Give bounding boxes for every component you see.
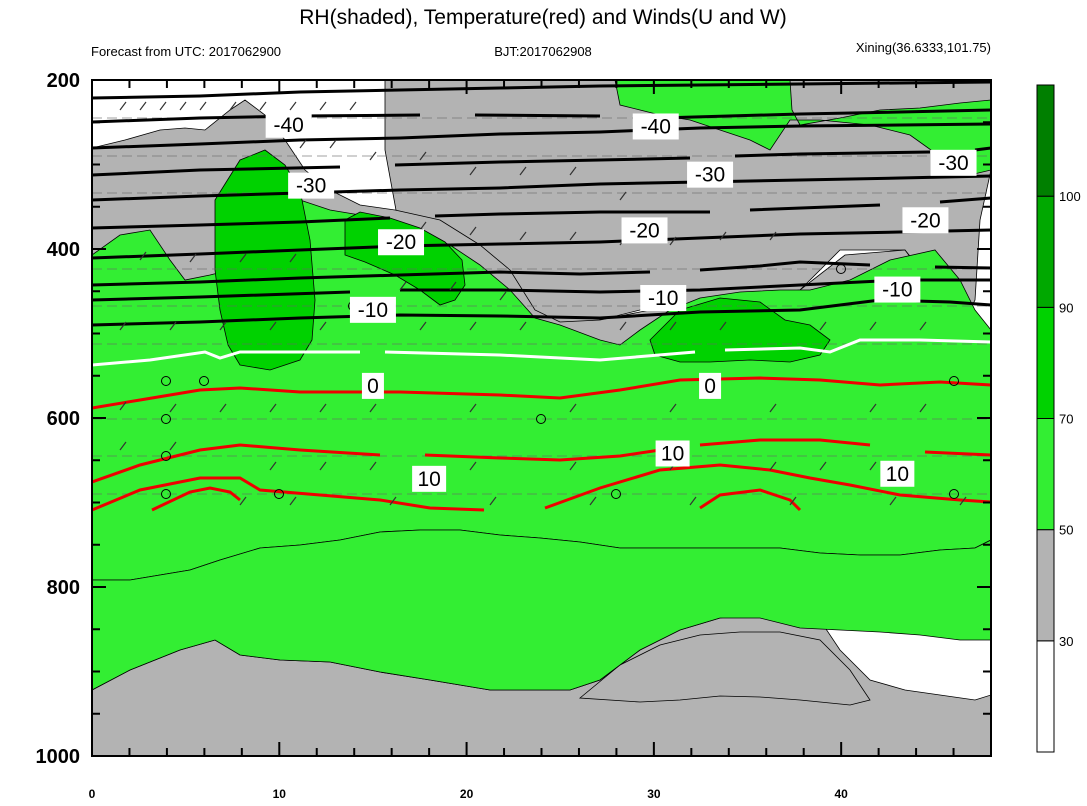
contour-label: 10 [412,465,447,492]
contour-label: -20 [902,207,949,234]
contour-label-box [265,111,312,138]
chart-title: RH(shaded), Temperature(red) and Winds(U… [299,6,786,29]
subtitle-center: BJT:2017062908 [494,44,592,59]
contour-label-text: -30 [938,152,968,175]
contour-label: -30 [288,172,335,199]
contour-label-box [874,276,921,303]
subtitle-left: Forecast from UTC: 2017062900 [91,44,281,59]
rh-shade-gray-lower-bump [578,631,871,706]
x-tick-label: 30 [647,787,661,801]
colorbar-label: 70 [1059,412,1073,427]
contour-label-text: -40 [641,115,671,138]
contour-label-text: -10 [648,287,678,310]
y-tick-label: 200 [47,70,80,92]
contour-label: -20 [621,217,668,244]
contour-label-box [655,440,690,467]
cold-temperature-contours [92,80,991,327]
contour-label: 10 [655,440,690,467]
x-tick-label: 20 [460,787,474,801]
contour-label-text: 10 [417,468,440,491]
contour-label-box [288,172,335,199]
contour-label-box [349,296,396,323]
contour-label-box [632,113,679,140]
rh-shade-bright-green-right [649,297,831,363]
y-tick-label: 400 [47,239,80,261]
contour-label-text: -30 [296,175,326,198]
x-tick-label: 10 [273,787,287,801]
colorbar-swatch [1036,84,1055,197]
contour-label: -30 [930,149,977,176]
x-tick-label: 0 [89,787,96,801]
rh-shade-green-upper-right [614,80,991,176]
colorbar-label: 30 [1059,634,1073,649]
contour-label-text: -20 [910,209,940,232]
contour-label-text: 10 [886,463,909,486]
contour-label: -30 [687,161,734,188]
colorbar-label: 50 [1059,523,1073,538]
colorbar-swatch [1036,640,1055,753]
contour-label-box [640,285,687,312]
contour-label-box [621,217,668,244]
plot-area: -40 -40 -30 -30 -30 -20 -20 -20 -10 -10 -10 0 0 10 10 1… [92,80,991,756]
contour-label-box [687,161,734,188]
y-axis: 200 400 600 800 1000 [36,70,81,768]
contour-label: -10 [640,285,687,312]
contour-label-box [902,207,949,234]
freezing-line [92,338,991,367]
contour-label-box [880,460,915,487]
contour-label: 10 [880,460,915,487]
contour-label: -40 [265,111,312,138]
wind-barbs [119,101,967,506]
contour-label: 0 [699,372,722,399]
colorbar-swatch [1036,529,1055,642]
colorbar-label: 100 [1059,189,1081,204]
contour-label-text: 0 [704,375,716,398]
warm-temperature-contours [92,376,991,512]
contour-label: -20 [378,229,425,256]
contour-label-text: -20 [386,231,416,254]
contour-label-text: -20 [629,219,659,242]
y-tick-label: 800 [47,577,80,599]
contour-labels: -40 -40 -30 -30 -30 -20 -20 -20 -10 -10 -10 0 0 10 10 1… [265,111,977,492]
rh-shade-bright-green-mid [344,211,466,306]
contour-label-text: -30 [695,164,725,187]
contour-label: 0 [361,372,384,399]
contour-label-box [378,229,425,256]
contour-label: -10 [349,296,396,323]
contour-label-box [361,372,384,399]
contour-label: -10 [874,276,921,303]
contour-label-box [412,465,447,492]
y-tick-label: 1000 [36,746,81,768]
contour-label-text: 10 [661,442,684,465]
colorbar-swatch [1036,306,1055,420]
contour-label-text: 0 [367,375,379,398]
x-axis: 0 10 20 30 40 [89,787,849,801]
contour-label-box [930,149,977,176]
colorbar-swatch [1036,418,1055,531]
contour-label-box [699,372,722,399]
subtitle-right: Xining(36.6333,101.75) [856,40,991,55]
contour-label: -40 [632,113,679,140]
colorbar: 30 50 70 90 100 [1036,84,1081,753]
colorbar-swatch [1036,195,1055,308]
contour-label-text: -40 [273,114,303,137]
contour-label-text: -10 [358,299,388,322]
x-tick-label: 40 [834,787,848,801]
y-tick-label: 600 [47,408,80,430]
contour-label-text: -10 [882,279,912,302]
colorbar-label: 90 [1059,300,1073,315]
rh-shade-green-lower-band [92,529,991,691]
axis-ticks [91,79,992,757]
